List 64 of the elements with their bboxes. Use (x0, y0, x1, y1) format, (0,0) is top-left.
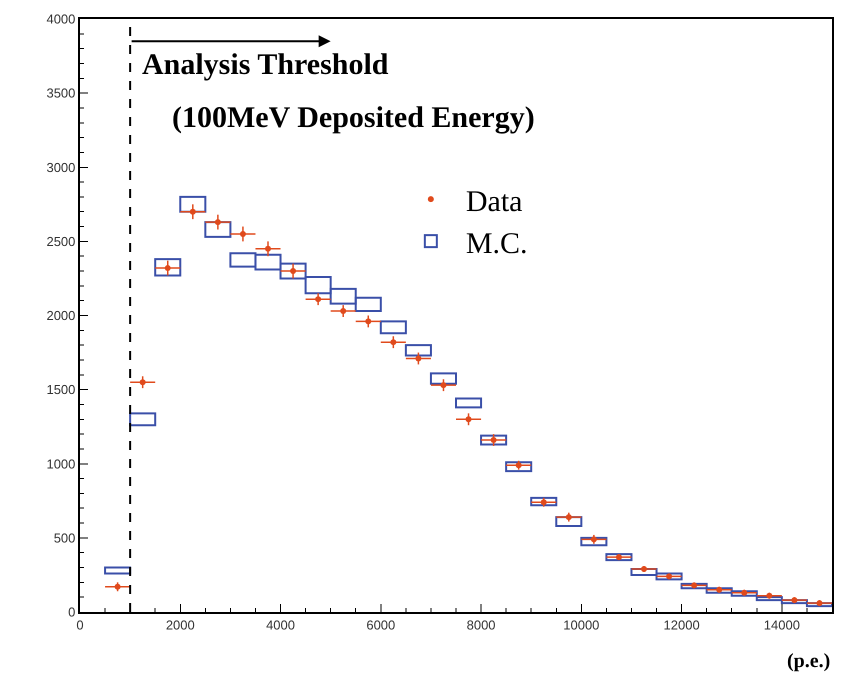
bar (204, 221, 232, 238)
point (290, 268, 296, 274)
bar (179, 196, 206, 213)
y-tick-label: 3500 (46, 86, 76, 101)
point (566, 514, 572, 520)
y-tick-label: 3000 (46, 160, 76, 175)
x-tick-label: 14000 (764, 618, 800, 633)
y-tick-label: 2000 (46, 308, 76, 324)
annotation: (100MeV Deposited Energy) (172, 101, 535, 134)
x-tick-label: 8000 (466, 618, 496, 633)
x-tick-label: 12000 (664, 618, 700, 633)
point (590, 536, 597, 542)
point (741, 590, 748, 596)
point (716, 586, 722, 593)
point (190, 208, 196, 215)
bar (104, 566, 132, 574)
bar (580, 536, 608, 546)
y-tick-label: 0 (68, 604, 76, 620)
bar (430, 372, 457, 385)
point (466, 416, 472, 422)
point (691, 582, 698, 588)
point (415, 355, 422, 362)
point (140, 379, 146, 386)
annotation: Analysis Threshold (142, 48, 389, 81)
bar (505, 461, 532, 472)
point (240, 230, 246, 237)
bar (129, 412, 156, 426)
point (365, 318, 372, 324)
bar (455, 398, 482, 408)
point (114, 584, 121, 590)
bar (530, 496, 558, 506)
bar (480, 434, 508, 446)
point (666, 573, 672, 580)
y-tick-label: 4000 (46, 12, 76, 27)
y-tick-label: 1500 (46, 382, 76, 398)
point (516, 462, 522, 468)
bar (404, 344, 432, 357)
point (164, 265, 171, 272)
point (490, 437, 497, 444)
point (214, 219, 221, 226)
y-tick-label: 1000 (46, 456, 76, 472)
point (390, 339, 396, 346)
x-tick-label: 6000 (366, 618, 396, 633)
x-tick-label: 10000 (563, 618, 600, 633)
point (265, 246, 271, 252)
point (540, 499, 547, 506)
y-tick-label: 2500 (46, 234, 76, 249)
point (816, 600, 822, 606)
x-axis-title: (p.e.) (787, 650, 830, 672)
bar (154, 258, 182, 276)
point (791, 597, 798, 604)
x-tick-label: 4000 (266, 618, 295, 633)
point (766, 592, 772, 599)
x-tick-label: 2000 (166, 618, 195, 633)
point (315, 296, 322, 302)
bar (555, 516, 582, 528)
point (440, 382, 446, 388)
bar (380, 320, 407, 334)
y-tick-label: 500 (54, 530, 76, 546)
legend-label: Data (466, 184, 522, 218)
bar (605, 553, 632, 562)
legend-label: M.C. (466, 226, 528, 260)
point (340, 308, 346, 314)
point (616, 554, 622, 560)
